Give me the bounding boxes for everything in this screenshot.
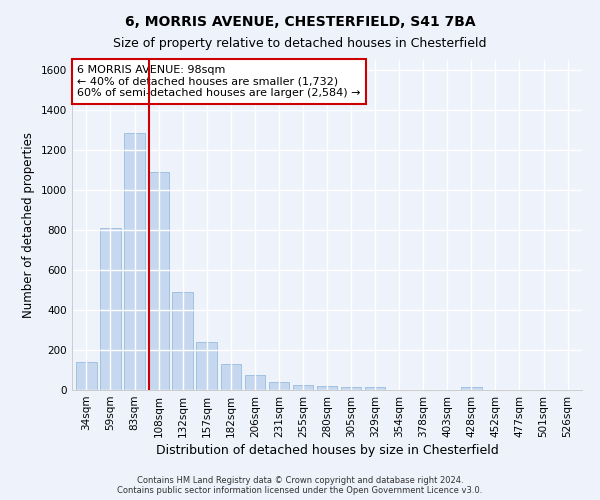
Bar bbox=[148, 172, 169, 390]
Bar bbox=[293, 385, 313, 390]
Bar bbox=[76, 362, 97, 390]
Bar bbox=[317, 386, 337, 390]
Bar bbox=[461, 387, 482, 390]
X-axis label: Distribution of detached houses by size in Chesterfield: Distribution of detached houses by size … bbox=[155, 444, 499, 457]
Bar bbox=[245, 375, 265, 390]
Text: 6 MORRIS AVENUE: 98sqm
← 40% of detached houses are smaller (1,732)
60% of semi-: 6 MORRIS AVENUE: 98sqm ← 40% of detached… bbox=[77, 65, 361, 98]
Bar bbox=[269, 382, 289, 390]
Y-axis label: Number of detached properties: Number of detached properties bbox=[22, 132, 35, 318]
Bar bbox=[365, 388, 385, 390]
Bar bbox=[172, 292, 193, 390]
Bar bbox=[221, 364, 241, 390]
Bar bbox=[100, 228, 121, 390]
Text: 6, MORRIS AVENUE, CHESTERFIELD, S41 7BA: 6, MORRIS AVENUE, CHESTERFIELD, S41 7BA bbox=[125, 15, 475, 29]
Bar bbox=[124, 133, 145, 390]
Bar bbox=[196, 342, 217, 390]
Bar bbox=[341, 387, 361, 390]
Text: Contains HM Land Registry data © Crown copyright and database right 2024.
Contai: Contains HM Land Registry data © Crown c… bbox=[118, 476, 482, 495]
Text: Size of property relative to detached houses in Chesterfield: Size of property relative to detached ho… bbox=[113, 38, 487, 51]
